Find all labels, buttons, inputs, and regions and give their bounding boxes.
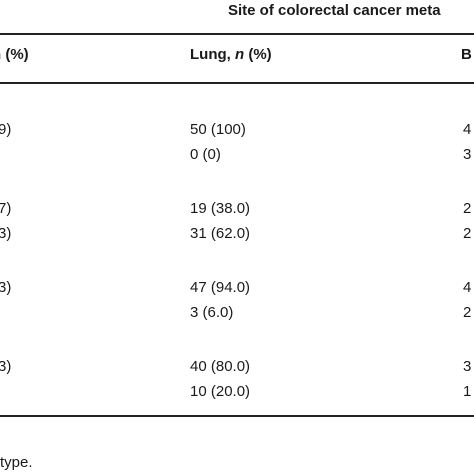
cell-right: 2 [463,225,472,242]
cell-left: 7) [0,200,12,217]
table-bottom-rule [0,415,474,417]
cell-lung: 40 (80.0) [190,358,251,375]
column-header-lung-pct: (%) [244,46,272,63]
cell-lung: 10 (20.0) [190,383,251,400]
cell-lung: 50 (100) [190,121,246,138]
cell-left: 3) [0,358,12,375]
cell-right: 1 [463,383,472,400]
column-header-right-partial: B [461,46,472,63]
header-rule-bottom [0,82,474,84]
column-header-lung: Lung, n (%) [190,46,272,63]
header-rule-top [0,33,474,35]
cell-lung: 3 (6.0) [190,304,234,321]
column-header-left-text: n (%) [0,46,29,63]
spanning-header: Site of colorectal cancer meta [228,2,441,19]
column-header-lung-label: Lung, [190,46,235,63]
footnote: type. [0,454,33,471]
cell-right: 4 [463,121,472,138]
column-header-lung-n: n [235,46,245,63]
cell-lung: 19 (38.0) [190,200,251,217]
cell-left: 3) [0,279,12,296]
cell-left: 3) [0,225,12,242]
cell-right: 4 [463,279,472,296]
cell-right: 3 [463,358,472,375]
cell-lung: 0 (0) [190,146,221,163]
cell-lung: 31 (62.0) [190,225,251,242]
column-header-left-partial: n (%) [0,46,29,63]
cell-right: 3 [463,146,472,163]
cell-right: 2 [463,304,472,321]
cell-lung: 47 (94.0) [190,279,251,296]
cell-right: 2 [463,200,472,217]
cell-left: 9) [0,121,12,138]
